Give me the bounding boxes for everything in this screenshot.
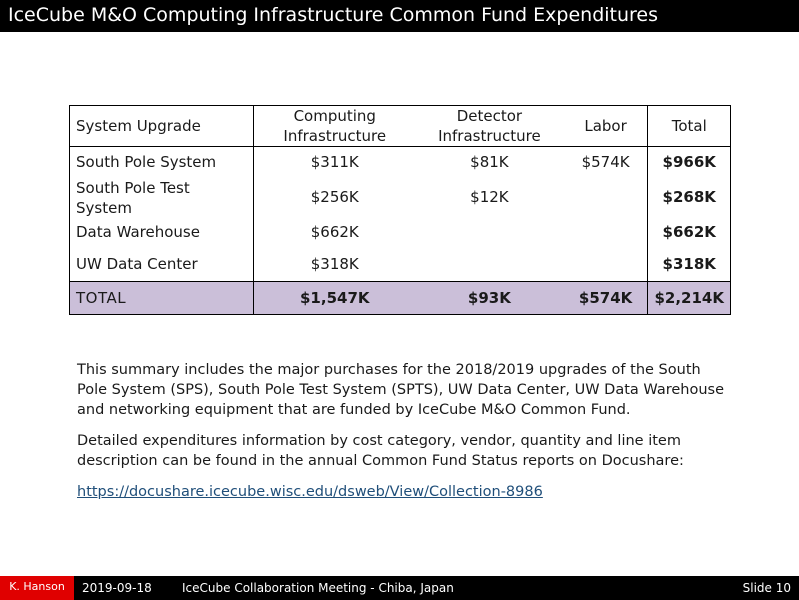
- expenditures-table-container: System Upgrade Computing Infrastructure …: [69, 105, 731, 315]
- cell-system: Data Warehouse: [69, 217, 255, 248]
- cell-total: $268K: [662, 188, 716, 206]
- total-detector: $93K: [415, 281, 564, 315]
- table-header-row: System Upgrade Computing Infrastructure …: [69, 105, 731, 147]
- summary-text: This summary includes the major purchase…: [77, 360, 727, 513]
- total-labor: $574K: [563, 281, 649, 315]
- footer-author: K. Hanson: [0, 576, 74, 600]
- header-labor: Labor: [563, 105, 649, 147]
- footer-event: IceCube Collaboration Meeting - Chiba, J…: [182, 581, 454, 595]
- table-row: UW Data Center $318K $318K: [69, 247, 731, 282]
- cell-computing: $318K: [310, 254, 359, 273]
- cell-computing: $311K: [310, 152, 359, 171]
- header-computing-infrastructure: Computing Infrastructure: [253, 105, 416, 147]
- cell-system: UW Data Center: [69, 247, 255, 282]
- expenditures-table: System Upgrade Computing Infrastructure …: [69, 105, 731, 315]
- cell-detector: $81K: [470, 152, 509, 171]
- cell-computing: $662K: [310, 223, 359, 241]
- details-paragraph: Detailed expenditures information by cos…: [77, 433, 684, 469]
- cell-total: $662K: [662, 223, 716, 241]
- table-total-row: TOTAL $1,547K $93K $574K $2,214K: [69, 281, 731, 315]
- footer-bar: K. Hanson 2019-09-18 IceCube Collaborati…: [0, 576, 799, 600]
- cell-detector: [415, 218, 564, 248]
- cell-system: South Pole System: [69, 146, 255, 178]
- cell-total: $966K: [662, 152, 716, 171]
- cell-total: $318K: [662, 254, 716, 273]
- header-total: Total: [647, 105, 731, 147]
- cell-system: South Pole Test System: [69, 177, 255, 218]
- table-row: South Pole System $311K $81K $574K $966K: [69, 146, 731, 178]
- docushare-link-container: https://docushare.icecube.wisc.edu/dsweb…: [77, 482, 727, 502]
- header-detector-infrastructure: Detector Infrastructure: [415, 105, 564, 147]
- footer-slide-number: Slide 10: [742, 581, 791, 595]
- summary-paragraph: This summary includes the major purchase…: [77, 362, 724, 418]
- total-grand: $2,214K: [647, 281, 731, 315]
- cell-labor: [563, 247, 649, 282]
- footer-date: 2019-09-18: [82, 581, 152, 595]
- total-label: TOTAL: [69, 281, 255, 315]
- header-system-upgrade: System Upgrade: [69, 105, 255, 147]
- table-row: Data Warehouse $662K $662K: [69, 217, 731, 248]
- cell-detector: $12K: [470, 188, 509, 206]
- docushare-link[interactable]: https://docushare.icecube.wisc.edu/dsweb…: [77, 484, 543, 500]
- cell-labor: [563, 217, 649, 248]
- total-computing: $1,547K: [253, 281, 416, 315]
- cell-labor: [563, 177, 649, 218]
- slide-title: IceCube M&O Computing Infrastructure Com…: [0, 0, 799, 32]
- cell-labor: $574K: [563, 146, 649, 178]
- table-row: South Pole Test System $256K $12K $268K: [69, 177, 731, 218]
- cell-computing: $256K: [310, 188, 359, 206]
- cell-detector: [415, 248, 564, 282]
